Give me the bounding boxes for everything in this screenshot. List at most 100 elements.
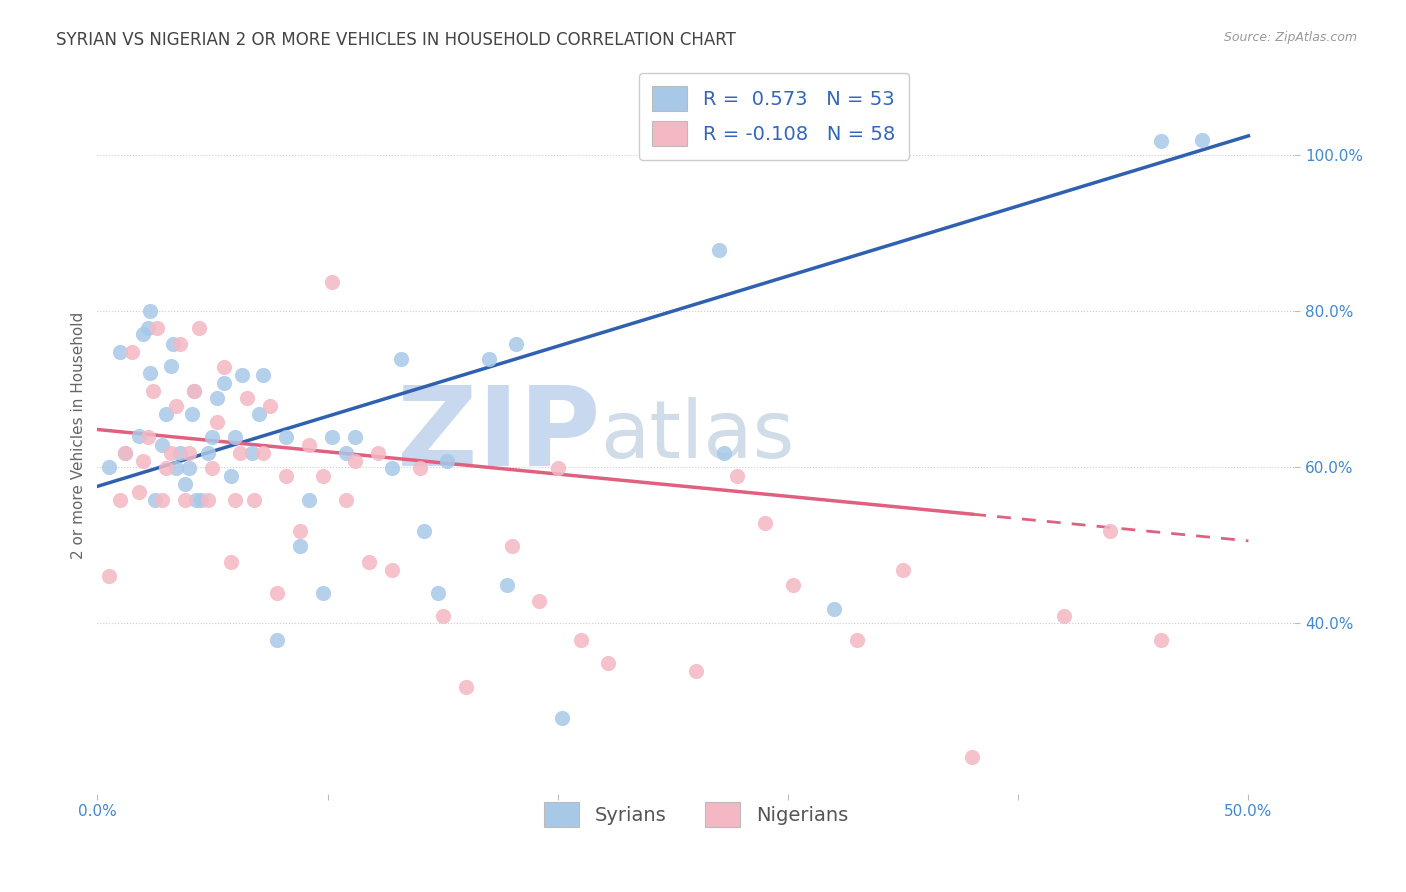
Point — [160, 359, 183, 373]
Point — [846, 632, 869, 647]
Point — [496, 578, 519, 592]
Point — [823, 601, 845, 615]
Point — [754, 516, 776, 530]
Point — [173, 477, 195, 491]
Point — [427, 586, 450, 600]
Point — [114, 446, 136, 460]
Point — [187, 321, 209, 335]
Point — [252, 446, 274, 460]
Point — [707, 244, 730, 258]
Point — [298, 438, 321, 452]
Point — [321, 430, 343, 444]
Point — [150, 438, 173, 452]
Point — [276, 430, 298, 444]
Point — [128, 428, 150, 442]
Point — [169, 336, 191, 351]
Point — [1053, 609, 1076, 624]
Point — [139, 304, 162, 318]
Point — [212, 360, 235, 375]
Text: SYRIAN VS NIGERIAN 2 OR MORE VEHICLES IN HOUSEHOLD CORRELATION CHART: SYRIAN VS NIGERIAN 2 OR MORE VEHICLES IN… — [56, 31, 737, 49]
Point — [132, 453, 155, 467]
Point — [240, 446, 263, 460]
Point — [1150, 134, 1173, 148]
Point — [97, 459, 120, 474]
Point — [110, 344, 132, 359]
Point — [478, 352, 501, 367]
Point — [231, 368, 253, 382]
Point — [335, 446, 357, 460]
Point — [547, 461, 569, 475]
Point — [891, 563, 914, 577]
Point — [132, 327, 155, 342]
Point — [224, 430, 246, 444]
Point — [288, 524, 311, 538]
Point — [97, 569, 120, 583]
Point — [212, 376, 235, 390]
Point — [252, 368, 274, 382]
Point — [413, 524, 436, 538]
Point — [136, 321, 159, 335]
Point — [219, 555, 242, 569]
Text: ZIP: ZIP — [396, 383, 600, 489]
Point — [143, 492, 166, 507]
Point — [114, 446, 136, 460]
Point — [205, 392, 228, 406]
Point — [160, 446, 183, 460]
Point — [725, 469, 748, 483]
Point — [186, 492, 208, 507]
Point — [110, 492, 132, 507]
Point — [381, 461, 404, 475]
Point — [685, 664, 707, 678]
Text: atlas: atlas — [600, 397, 794, 475]
Point — [224, 492, 246, 507]
Point — [389, 352, 412, 367]
Point — [454, 680, 477, 694]
Point — [236, 392, 259, 406]
Point — [128, 484, 150, 499]
Point — [179, 461, 201, 475]
Point — [298, 492, 321, 507]
Point — [266, 632, 288, 647]
Point — [312, 586, 335, 600]
Point — [162, 336, 184, 351]
Y-axis label: 2 or more Vehicles in Household: 2 or more Vehicles in Household — [72, 312, 86, 559]
Point — [344, 453, 367, 467]
Point — [344, 430, 367, 444]
Point — [713, 446, 735, 460]
Point — [357, 555, 380, 569]
Point — [501, 539, 523, 553]
Point — [183, 384, 205, 398]
Point — [782, 578, 804, 592]
Point — [367, 446, 389, 460]
Point — [165, 399, 187, 413]
Point — [321, 275, 343, 289]
Point — [243, 492, 266, 507]
Point — [169, 446, 191, 460]
Point — [505, 336, 527, 351]
Legend: Syrians, Nigerians: Syrians, Nigerians — [536, 794, 856, 835]
Point — [201, 461, 224, 475]
Point — [165, 461, 187, 475]
Point — [183, 384, 205, 398]
Point — [335, 492, 357, 507]
Point — [142, 384, 165, 398]
Point — [247, 407, 270, 421]
Point — [312, 469, 335, 483]
Point — [276, 469, 298, 483]
Point — [1150, 632, 1173, 647]
Point — [197, 492, 219, 507]
Point — [1099, 524, 1122, 538]
Point — [121, 344, 143, 359]
Point — [201, 430, 224, 444]
Point — [259, 399, 281, 413]
Point — [1191, 133, 1213, 147]
Point — [432, 609, 454, 624]
Point — [179, 446, 201, 460]
Point — [288, 539, 311, 553]
Point — [960, 749, 983, 764]
Point — [205, 415, 228, 429]
Point — [408, 461, 430, 475]
Point — [266, 586, 288, 600]
Point — [155, 461, 177, 475]
Point — [219, 469, 242, 483]
